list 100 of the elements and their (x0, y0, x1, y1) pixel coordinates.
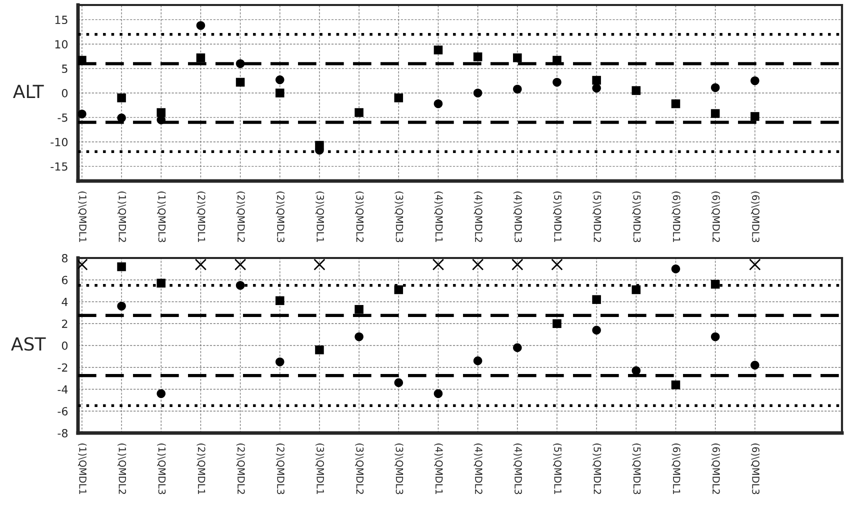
y-tick-label: 4 (62, 298, 68, 306)
x-tick-label: (6)\QMDL1 (672, 444, 680, 494)
x-tick-label: (3)\QMDL1 (316, 444, 324, 494)
point (551, 258, 563, 270)
point (156, 108, 166, 117)
x-tick-label: (4)\QMDL1 (434, 192, 443, 242)
point (432, 258, 444, 270)
y-tick-label: 8 (62, 254, 68, 262)
point (434, 99, 443, 108)
x-tick-label: (2)\QMDL1 (196, 192, 206, 242)
point (434, 389, 443, 398)
x-tick-label: (2)\QMDL3 (276, 444, 285, 494)
x-tick-label: (2)\QMDL1 (196, 444, 206, 494)
point (117, 262, 126, 272)
point (513, 84, 522, 94)
point (592, 295, 601, 304)
point (196, 53, 206, 62)
point (512, 258, 524, 270)
x-tick-label: (4)\QMDL3 (513, 192, 522, 242)
point (671, 99, 680, 108)
point (750, 112, 760, 121)
x-tick-label: (3)\QMDL1 (316, 192, 324, 242)
point (117, 114, 126, 122)
point (473, 52, 482, 62)
x-tick-label: (1)\QMDL3 (157, 192, 166, 242)
point (78, 110, 86, 118)
point (472, 258, 484, 270)
point (632, 285, 641, 294)
point (632, 86, 641, 95)
y-tick-label: 15 (55, 16, 68, 24)
point (434, 46, 443, 54)
point (513, 53, 522, 62)
x-tick-label: (6)\QMDL2 (711, 444, 720, 494)
point (750, 360, 760, 370)
point (394, 93, 404, 102)
y-tick-label: -6 (58, 407, 68, 416)
x-tick-label: (1)\QMDL1 (78, 192, 87, 242)
x-tick-label: (5)\QMDL3 (632, 444, 641, 494)
point (236, 78, 245, 87)
point (117, 302, 126, 311)
x-tick-label: (1)\QMDL3 (157, 444, 166, 494)
point (117, 93, 126, 102)
point (671, 380, 680, 390)
x-tick-label: (6)\QMDL2 (711, 192, 720, 242)
point (354, 108, 364, 117)
y-tick-label: -4 (58, 385, 68, 394)
x-tick-label: (5)\QMDL1 (553, 192, 562, 242)
point (156, 278, 166, 288)
point (592, 84, 601, 93)
x-tick-label: (5)\QMDL3 (632, 192, 641, 242)
x-tick-label: (2)\QMDL2 (236, 444, 245, 494)
x-tick-label: (6)\QMDL3 (750, 444, 760, 494)
point (592, 326, 601, 335)
x-tick-label: (3)\QMDL2 (355, 192, 364, 242)
x-tick-label: (5)\QMDL2 (592, 192, 602, 242)
point (552, 78, 562, 87)
y-tick-label: -10 (50, 138, 68, 146)
x-tick-label: (5)\QMDL1 (553, 444, 562, 494)
point (750, 76, 760, 86)
point (275, 88, 284, 98)
x-tick-label: (3)\QMDL3 (394, 444, 404, 494)
x-tick-label: (3)\QMDL2 (355, 444, 364, 494)
point (592, 76, 601, 85)
point (236, 280, 245, 290)
y-tick-label: 10 (55, 40, 68, 48)
point (354, 305, 364, 314)
x-tick-label: (4)\QMDL2 (474, 444, 483, 494)
x-tick-label: (6)\QMDL1 (672, 192, 680, 242)
x-tick-label: (4)\QMDL3 (513, 444, 522, 494)
point (671, 264, 680, 274)
x-tick-label: (2)\QMDL2 (236, 192, 245, 242)
point (513, 343, 522, 352)
point (275, 75, 284, 84)
point (749, 258, 761, 270)
y-tick-label: -2 (58, 363, 68, 372)
y-axis-title: ALT (13, 84, 44, 98)
point (236, 59, 245, 68)
point (234, 258, 246, 270)
point (473, 356, 482, 366)
x-tick-label: (4)\QMDL1 (434, 444, 443, 494)
x-tick-label: (3)\QMDL3 (394, 192, 404, 242)
point (314, 258, 326, 270)
y-tick-label: 6 (62, 276, 68, 284)
point (275, 358, 284, 366)
point (394, 378, 404, 388)
point (354, 332, 364, 342)
x-tick-label: (4)\QMDL2 (474, 192, 483, 242)
point (156, 389, 166, 398)
x-tick-label: (1)\QMDL1 (78, 444, 87, 494)
y-tick-label: 0 (62, 341, 68, 350)
x-tick-label: (6)\QMDL3 (750, 192, 760, 242)
x-tick-label: (2)\QMDL3 (276, 192, 285, 242)
point (315, 140, 324, 150)
x-tick-label: (1)\QMDL2 (118, 444, 126, 494)
point (710, 332, 720, 342)
point (473, 88, 482, 98)
point (315, 345, 324, 354)
point (710, 83, 720, 92)
point (552, 319, 562, 328)
point (710, 109, 720, 118)
